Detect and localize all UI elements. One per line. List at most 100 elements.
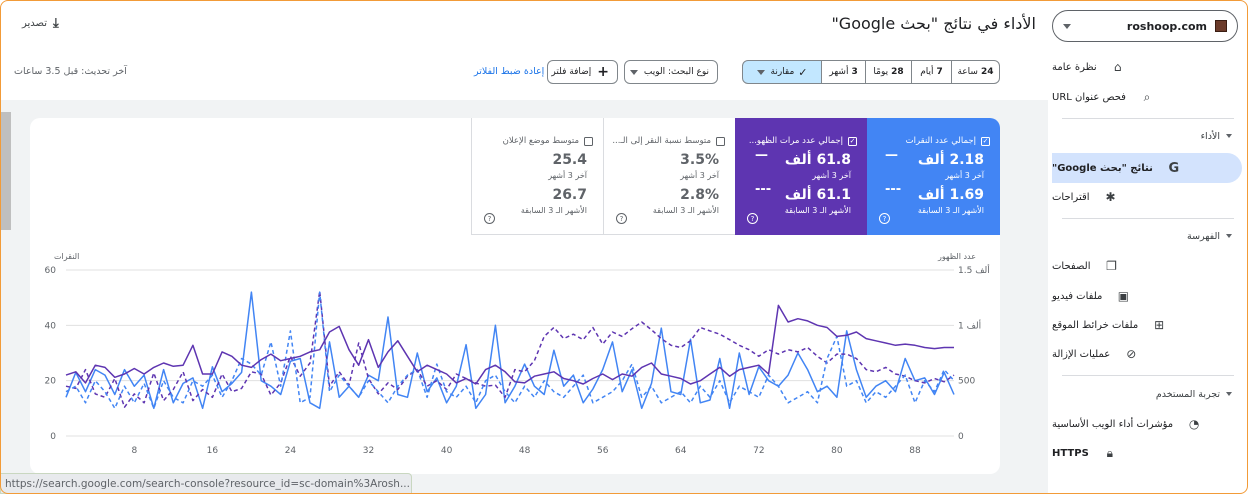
sidebar-item-label: نتائج "بحث Google": [1052, 162, 1153, 174]
y-tick-label-right: 500: [958, 377, 975, 387]
metric-impressions[interactable]: ✓ إجمالي عدد مرات الظهو... 61.8 ألف آخر 3…: [735, 118, 867, 235]
metric-prev-value: 1.69 ألف: [917, 187, 984, 203]
sidebar-item-overview[interactable]: ⌂ نظرة عامة: [1052, 52, 1242, 82]
metric-prev-value: 2.8%: [680, 187, 719, 203]
video-icon: ▣: [1117, 289, 1130, 303]
x-tick-label: 80: [831, 446, 843, 456]
help-icon[interactable]: ?: [747, 213, 758, 224]
dashed-line-legend-icon: ---: [885, 182, 902, 197]
y-tick-label-left: 20: [45, 377, 57, 387]
y-tick-label-right: 1 ألف: [958, 319, 981, 331]
range-unit: أشهر: [829, 67, 849, 77]
range-7-days[interactable]: 7 أيام: [912, 60, 952, 84]
metric-period: آخر 3 أشهر: [812, 171, 851, 180]
section-performance[interactable]: الأداء: [1052, 125, 1242, 147]
help-icon[interactable]: ?: [879, 213, 890, 224]
sidebar-item-url-inspection[interactable]: ⌕ فحص عنوان URL: [1052, 82, 1242, 112]
x-tick-label: 24: [285, 446, 297, 456]
sidebar-item-search-results[interactable]: G نتائج "بحث Google": [1052, 153, 1242, 183]
asterisk-icon: ✱: [1105, 190, 1116, 204]
header-bar: ⤓ تصدير الأداء في نتائج "بحث Google" آخر…: [0, 0, 1048, 100]
metric-prev-period: الأشهر الـ 3 السابقة: [520, 206, 587, 215]
reset-filters-link[interactable]: إعادة ضبط الفلاتر: [474, 66, 545, 77]
y-tick-label-left: 60: [45, 266, 57, 276]
x-tick-label: 88: [909, 446, 921, 456]
series-line-clicks: [65, 291, 955, 410]
range-unit: يومًا: [873, 67, 889, 77]
range-28-days[interactable]: 28 يومًا: [866, 60, 912, 84]
x-tick-label: 48: [519, 446, 531, 456]
property-selector[interactable]: roshoop.com: [1052, 10, 1238, 42]
y-tick-label-left: 40: [45, 321, 57, 331]
compare-label: مقارنة: [770, 67, 795, 77]
sidebar-item-https[interactable]: 🔒︎ HTTPS: [1052, 438, 1242, 468]
metric-ctr[interactable]: متوسط نسبة النقر إلى الـ... 3.5% آخر 3 أ…: [603, 118, 735, 235]
visibility-off-icon: ⊘: [1126, 347, 1137, 361]
sidebar-item-discover[interactable]: ✱ اقتراحات: [1052, 182, 1242, 212]
x-tick-label: 72: [753, 446, 764, 456]
section-label: الأداء: [1200, 130, 1220, 142]
sidebar-item-core-web-vitals[interactable]: ◔ مؤشرات أداء الويب الأساسية: [1052, 409, 1242, 439]
x-tick-label: 32: [363, 446, 374, 456]
collapse-icon: [1226, 134, 1232, 138]
sidebar-item-removals[interactable]: ⊘ عمليات الإزالة: [1052, 339, 1242, 369]
section-indexing[interactable]: الفهرسة: [1052, 225, 1242, 247]
checkbox-empty-icon[interactable]: [716, 136, 725, 146]
sidebar-item-label: HTTPS: [1052, 447, 1089, 459]
sidebar-item-sitemaps[interactable]: ⊞ ملفات خرائط الموقع: [1052, 310, 1242, 340]
sidebar-item-videos[interactable]: ▣ ملفات فيديو: [1052, 281, 1242, 311]
gauge-icon: ◔: [1188, 417, 1200, 431]
add-filter-button[interactable]: + إضافة فلتر: [547, 60, 618, 84]
sidebar-item-pages[interactable]: ❐ الصفحات: [1052, 251, 1242, 281]
x-tick-label: 8: [131, 446, 137, 456]
metric-position[interactable]: متوسط موضع الإعلان 25.4 آخر 3 أشهر 26.7 …: [471, 118, 603, 235]
right-axis-label: عدد الظهور: [937, 252, 976, 261]
metric-prev-period: الأشهر الـ 3 السابقة: [917, 206, 984, 215]
performance-card: ✓ إجمالي عدد النقرات 2.18 ألف آخر 3 أشهر …: [30, 118, 1000, 474]
range-num: 28: [891, 67, 904, 77]
metric-period: آخر 3 أشهر: [945, 171, 984, 180]
range-unit: ساعة: [957, 67, 978, 77]
divider: [1062, 118, 1234, 119]
date-range-selector: ✓ مقارنة 3 أشهر 28 يومًا 7 أيام 24 ساعة: [742, 60, 1000, 84]
section-label: تجربة المستخدم: [1155, 388, 1220, 400]
metric-label: إجمالي عدد مرات الظهو...: [748, 136, 843, 146]
scrollbar-thumb[interactable]: [0, 112, 11, 230]
help-icon[interactable]: ?: [616, 213, 627, 224]
caret-down-icon: [756, 69, 765, 75]
range-num: 3: [851, 67, 858, 77]
metric-clicks[interactable]: ✓ إجمالي عدد النقرات 2.18 ألف آخر 3 أشهر …: [867, 118, 1000, 235]
sidebar-item-label: الصفحات: [1052, 260, 1091, 272]
checkbox-checked-icon[interactable]: ✓: [848, 136, 857, 146]
export-button[interactable]: ⤓ تصدير: [22, 16, 59, 31]
site-favicon-icon: [1215, 20, 1227, 32]
y-tick-label-left: 0: [50, 432, 56, 442]
section-experience[interactable]: تجربة المستخدم: [1052, 383, 1242, 405]
series-line-impressions: [65, 290, 955, 408]
last-updated: آخر تحديث: قبل 3.5 ساعات: [14, 66, 127, 77]
checkbox-empty-icon[interactable]: [584, 136, 593, 146]
sidebar-item-label: اقتراحات: [1052, 191, 1090, 203]
help-icon[interactable]: ?: [484, 213, 495, 224]
caret-down-icon: [629, 69, 638, 75]
sidebar: roshoop.com ⌂ نظرة عامة ⌕ فحص عنوان URL …: [1048, 0, 1248, 494]
range-24-hours[interactable]: 24 ساعة: [952, 60, 1000, 84]
divider: [1062, 218, 1234, 219]
metric-value: 61.8 ألف: [784, 152, 851, 168]
pages-icon: ❐: [1106, 259, 1117, 273]
search-type-dropdown[interactable]: نوع البحث: الويب: [624, 60, 718, 84]
series-line-clicks_prev: [65, 291, 955, 410]
solid-line-legend-icon: —: [755, 148, 768, 163]
property-name: roshoop.com: [1126, 19, 1207, 33]
metric-period: آخر 3 أشهر: [548, 171, 587, 180]
range-3-months[interactable]: 3 أشهر: [822, 60, 866, 84]
compare-button[interactable]: ✓ مقارنة: [742, 60, 822, 84]
checkbox-checked-icon[interactable]: ✓: [981, 136, 990, 146]
metric-label: متوسط نسبة النقر إلى الـ...: [612, 136, 711, 146]
metric-prev-period: الأشهر الـ 3 السابقة: [784, 206, 851, 215]
check-icon: ✓: [798, 65, 808, 79]
metric-value: 3.5%: [680, 152, 719, 168]
range-num: 7: [936, 67, 943, 77]
home-icon: ⌂: [1113, 60, 1122, 74]
collapse-icon: [1226, 234, 1232, 238]
